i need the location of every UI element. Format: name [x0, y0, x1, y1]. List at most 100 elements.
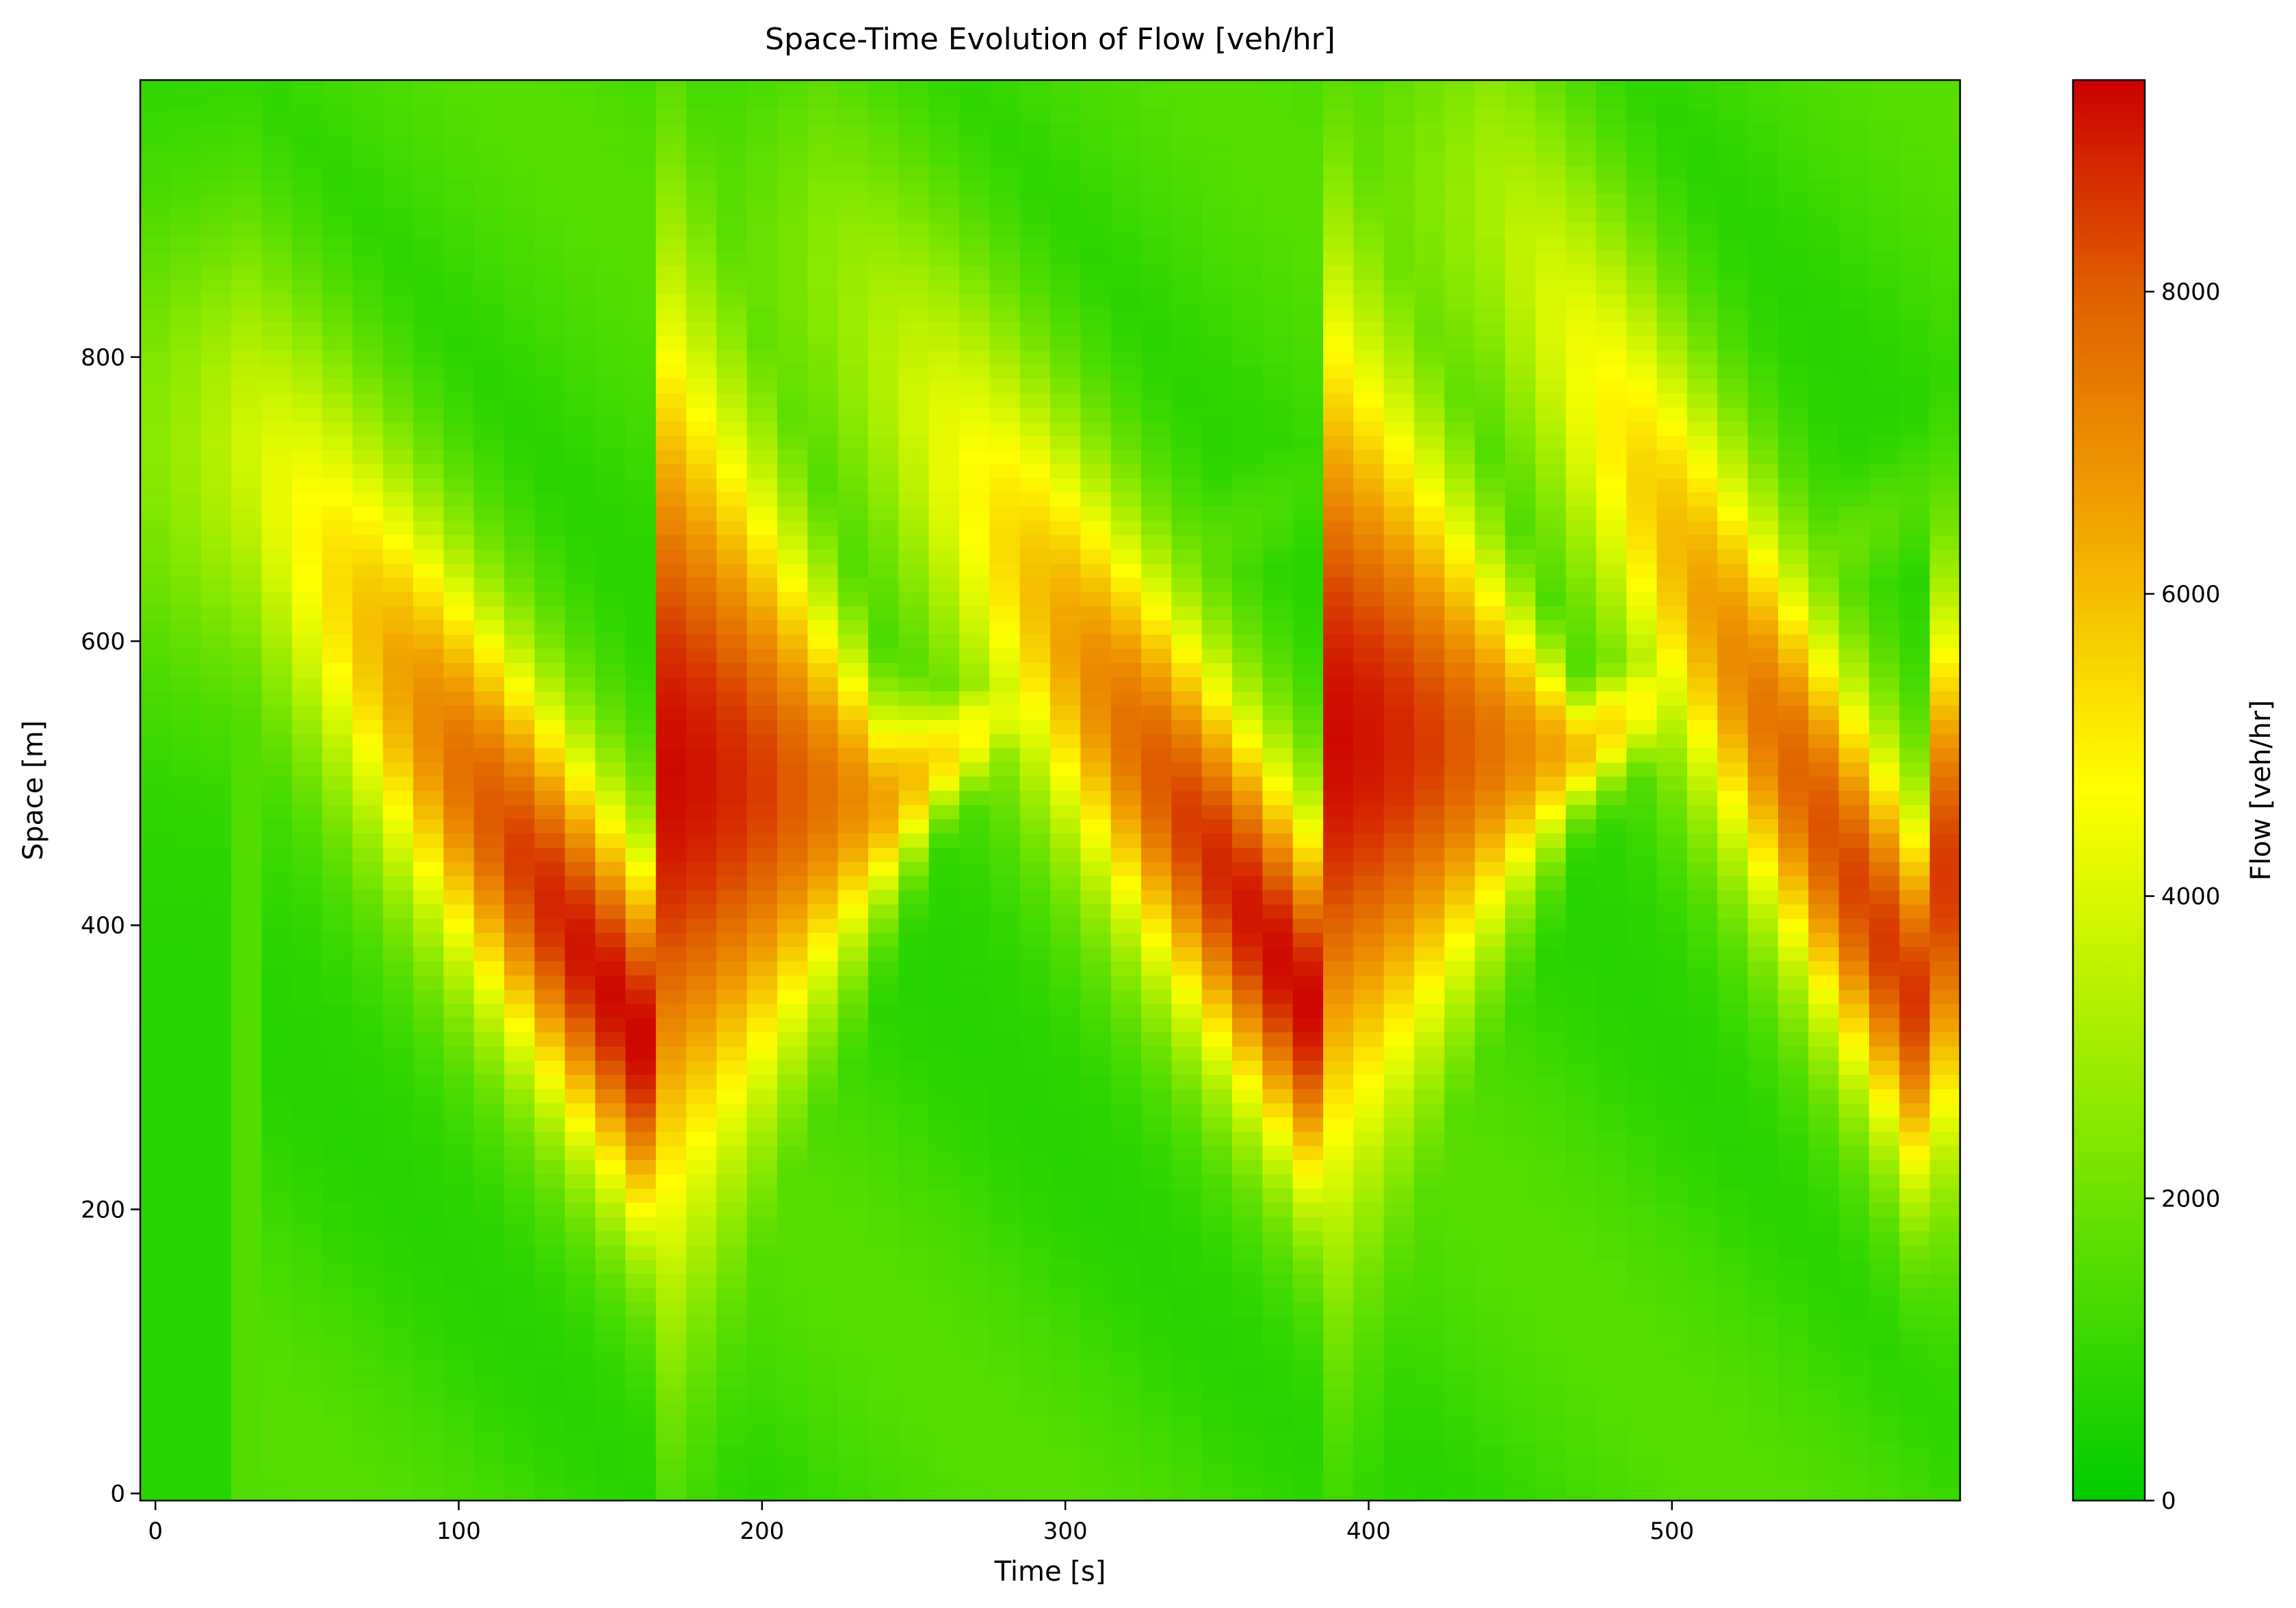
heatmap-cell [1110, 833, 1142, 848]
heatmap-cell [443, 861, 475, 877]
heatmap-cell [534, 1373, 566, 1388]
heatmap-cell [413, 463, 445, 479]
heatmap-cell [200, 1031, 232, 1047]
heatmap-cell [231, 1443, 263, 1459]
heatmap-cell [1232, 606, 1264, 621]
heatmap-cell [231, 94, 263, 109]
heatmap-cell [564, 690, 596, 706]
heatmap-cell [1626, 1230, 1658, 1246]
heatmap-cell [1080, 1173, 1112, 1189]
heatmap-cell [625, 932, 657, 948]
heatmap-cell [1019, 690, 1051, 706]
heatmap-cell [595, 733, 627, 749]
heatmap-cell [1262, 676, 1294, 692]
heatmap-cell [1232, 946, 1264, 961]
heatmap-cell [898, 378, 930, 393]
heatmap-cell [504, 321, 536, 337]
heatmap-cell [716, 1486, 748, 1501]
heatmap-cell [231, 350, 263, 365]
heatmap-cell [1383, 1373, 1415, 1388]
heatmap-cell [746, 833, 778, 848]
heatmap-cell [1050, 890, 1082, 905]
heatmap-cell [1141, 776, 1173, 791]
heatmap-cell [928, 946, 960, 961]
heatmap-cell [1323, 264, 1355, 280]
heatmap-cell [625, 606, 657, 621]
heatmap-cell [1201, 619, 1233, 635]
heatmap-cell [1292, 1330, 1324, 1345]
heatmap-cell [868, 719, 900, 734]
heatmap-cell [504, 1017, 536, 1033]
heatmap-cell [1110, 1131, 1142, 1146]
heatmap-cell [534, 350, 566, 365]
heatmap-cell [504, 1088, 536, 1104]
heatmap-cell [200, 1330, 232, 1345]
heatmap-cell [595, 421, 627, 436]
heatmap-cell [868, 904, 900, 919]
heatmap-cell [777, 1415, 809, 1430]
heatmap-cell [1262, 80, 1294, 95]
heatmap-cell [1474, 122, 1506, 138]
heatmap-cell [1110, 278, 1142, 294]
heatmap-cell [1080, 1202, 1112, 1217]
heatmap-cell [291, 1259, 323, 1274]
heatmap-cell [1262, 1046, 1294, 1061]
heatmap-cell [322, 747, 354, 763]
heatmap-cell [595, 918, 627, 933]
heatmap-cell [473, 719, 505, 734]
heatmap-cell [959, 264, 991, 280]
heatmap-cell [1535, 1145, 1567, 1160]
heatmap-cell [1232, 705, 1264, 720]
heatmap-cell [1141, 790, 1173, 805]
heatmap-cell [1505, 690, 1537, 706]
heatmap-cell [1353, 847, 1385, 862]
heatmap-cell [959, 676, 991, 692]
heatmap-cell [807, 1074, 839, 1089]
heatmap-cell [322, 478, 354, 493]
heatmap-cell [595, 861, 627, 877]
heatmap-cell [473, 449, 505, 465]
heatmap-cell [1080, 1429, 1112, 1444]
heatmap-cell [1414, 520, 1446, 536]
heatmap-cell [1019, 165, 1051, 181]
heatmap-cell [1474, 676, 1506, 692]
heatmap-cell [1505, 1273, 1537, 1288]
heatmap-cell [1626, 520, 1658, 536]
heatmap-cell [1444, 776, 1476, 791]
heatmap-cell [534, 520, 566, 536]
heatmap-cell [746, 1316, 778, 1331]
heatmap-cell [322, 463, 354, 479]
heatmap-cell [1444, 222, 1476, 237]
heatmap-cell [231, 890, 263, 905]
heatmap-cell [352, 961, 384, 976]
heatmap-cell [413, 562, 445, 578]
heatmap-cell [352, 1088, 384, 1104]
heatmap-cell [655, 80, 687, 95]
heatmap-cell [1505, 648, 1537, 663]
heatmap-cell [443, 492, 475, 507]
heatmap-cell [1505, 847, 1537, 862]
heatmap-cell [655, 790, 687, 805]
heatmap-cell [868, 932, 900, 948]
heatmap-cell [443, 549, 475, 564]
heatmap-cell [322, 122, 354, 138]
heatmap-cell [989, 1017, 1021, 1033]
heatmap-cell [382, 961, 414, 976]
heatmap-cell [807, 463, 839, 479]
heatmap-cell [1050, 478, 1082, 493]
heatmap-cell [564, 619, 596, 635]
heatmap-cell [1050, 1401, 1082, 1416]
heatmap-cell [1201, 1472, 1233, 1488]
heatmap-cell [231, 1088, 263, 1104]
heatmap-cell [1383, 478, 1415, 493]
heatmap-cell [1171, 818, 1203, 834]
heatmap-cell [1505, 207, 1537, 223]
heatmap-cell [261, 492, 293, 507]
heatmap-cell [534, 307, 566, 322]
heatmap-cell [261, 1145, 293, 1160]
heatmap-cell [959, 974, 991, 990]
heatmap-cell [170, 719, 202, 734]
heatmap-cell [200, 890, 232, 905]
heatmap-cell [170, 1017, 202, 1033]
heatmap-cell [1292, 1443, 1324, 1459]
